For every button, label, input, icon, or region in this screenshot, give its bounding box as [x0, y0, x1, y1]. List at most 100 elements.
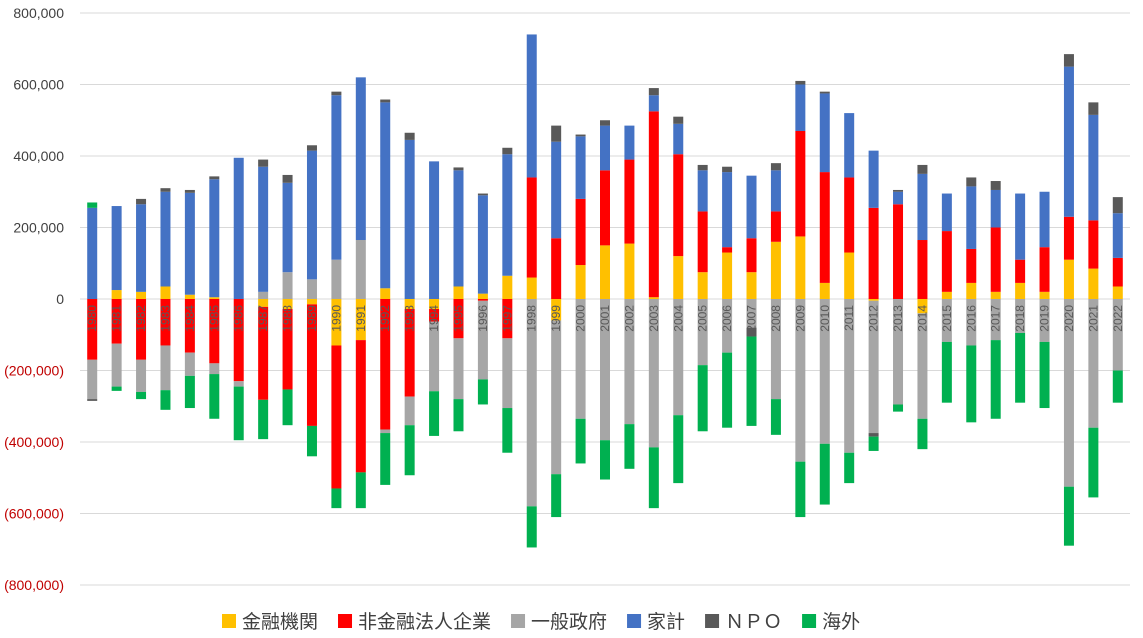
bar-group-1997 [502, 147, 513, 453]
x-tick-label: 1995 [451, 305, 465, 332]
x-tick-label: 2002 [622, 305, 636, 332]
bar-segment [990, 340, 1001, 419]
y-tick-label: 200,000 [13, 220, 64, 236]
bar-segment [160, 286, 171, 299]
bar-segment [697, 299, 708, 366]
bar-segment [111, 206, 122, 291]
bar-segment [429, 299, 440, 310]
bar-group-1992 [380, 99, 391, 485]
bar-segment [1015, 299, 1026, 333]
bar-segment [1063, 66, 1074, 217]
bar-segment [795, 236, 806, 299]
bar-segment [502, 338, 513, 409]
bar-segment [868, 433, 879, 437]
bar-segment [722, 166, 733, 173]
bar-group-2019 [1039, 191, 1050, 409]
bar-segment [819, 93, 830, 173]
bar-segment [648, 299, 659, 448]
bar-segment [209, 374, 220, 419]
bar-segment [795, 461, 806, 518]
bar-segment [844, 252, 855, 299]
x-tick-label: 2004 [671, 305, 685, 332]
bar-segment [966, 177, 977, 187]
bar-segment [233, 299, 244, 382]
x-tick-label: 2019 [1038, 305, 1052, 332]
bar-segment [136, 198, 147, 205]
bar-segment [722, 247, 733, 253]
bar-segment [380, 99, 391, 103]
bar-segment [648, 297, 659, 299]
bar-segment [1088, 114, 1099, 221]
bar-segment [1039, 291, 1050, 299]
bar-segment [331, 259, 342, 299]
bar-segment [1112, 197, 1123, 214]
bar-segment [306, 145, 317, 151]
x-tick-label: 2022 [1111, 305, 1125, 332]
bar-segment [1088, 102, 1099, 115]
bar-segment [941, 291, 952, 299]
bar-segment [184, 352, 195, 376]
bar-segment [624, 125, 635, 160]
bar-segment [355, 240, 366, 299]
bar-segment [355, 472, 366, 509]
bar-segment [1063, 299, 1074, 487]
bar-group-2003 [648, 88, 659, 509]
bar-segment [258, 159, 269, 167]
bar-segment [917, 313, 928, 419]
bar-segment [404, 299, 415, 310]
bar-segment [160, 191, 171, 287]
bar-group-1982 [136, 198, 147, 400]
bar-segment [111, 290, 122, 299]
bar-segment [184, 189, 195, 193]
bar-segment [795, 84, 806, 131]
bar-group-1993 [404, 132, 415, 476]
y-axis-ticks: 800,000 600,000 400,000 200,000 0 (200,000) (4… [4, 5, 64, 593]
category-labels: 1980 1981 1982 1983 1984 1985 1986 1987 1988 1989… [85, 305, 1125, 332]
bar-group-1984 [184, 189, 195, 409]
legend-swatch [627, 614, 642, 628]
bar-segment [1112, 213, 1123, 258]
bar-segment [87, 359, 98, 400]
bar-segment [795, 130, 806, 237]
bar-segment [746, 175, 757, 239]
bar-segment [893, 189, 904, 192]
bar-segment [404, 139, 415, 299]
bar-segment [282, 309, 293, 390]
bar-segment [404, 396, 415, 426]
bar-segment [477, 299, 488, 301]
y-tick-label: (400,000) [4, 434, 64, 450]
bar-segment [941, 193, 952, 232]
bar-segment [673, 299, 684, 416]
bar-segment [87, 202, 98, 208]
bar-segment [355, 299, 366, 341]
legend-item: 金融機関 [222, 611, 318, 633]
legend-label: 海外 [822, 611, 860, 633]
bar-group-2002 [624, 125, 635, 469]
bar-segment [795, 80, 806, 85]
bar-segment [526, 299, 537, 507]
x-tick-label: 1983 [158, 305, 172, 332]
bar-segment [306, 425, 317, 457]
bar-segment [819, 443, 830, 505]
x-tick-label: 1994 [427, 305, 441, 332]
bar-segment [209, 363, 220, 375]
bar-segment [673, 116, 684, 124]
bar-segment [575, 198, 586, 266]
bar-segment [868, 300, 879, 434]
bar-segment [1088, 220, 1099, 269]
bar-segment [624, 159, 635, 244]
bar-segment [575, 299, 586, 419]
bar-group-2008 [770, 163, 781, 435]
bar-segment [893, 404, 904, 412]
bar-segment [624, 299, 635, 425]
bar-segment [1039, 247, 1050, 292]
bar-segment [453, 167, 464, 171]
bar-groups [87, 34, 1123, 548]
bar-segment [209, 297, 220, 299]
legend-label: ＮＰＯ [725, 611, 782, 633]
y-tick-label: 0 [56, 291, 64, 307]
bar-segment [136, 391, 147, 400]
x-tick-label: 2007 [745, 305, 759, 332]
bar-segment [526, 506, 537, 548]
